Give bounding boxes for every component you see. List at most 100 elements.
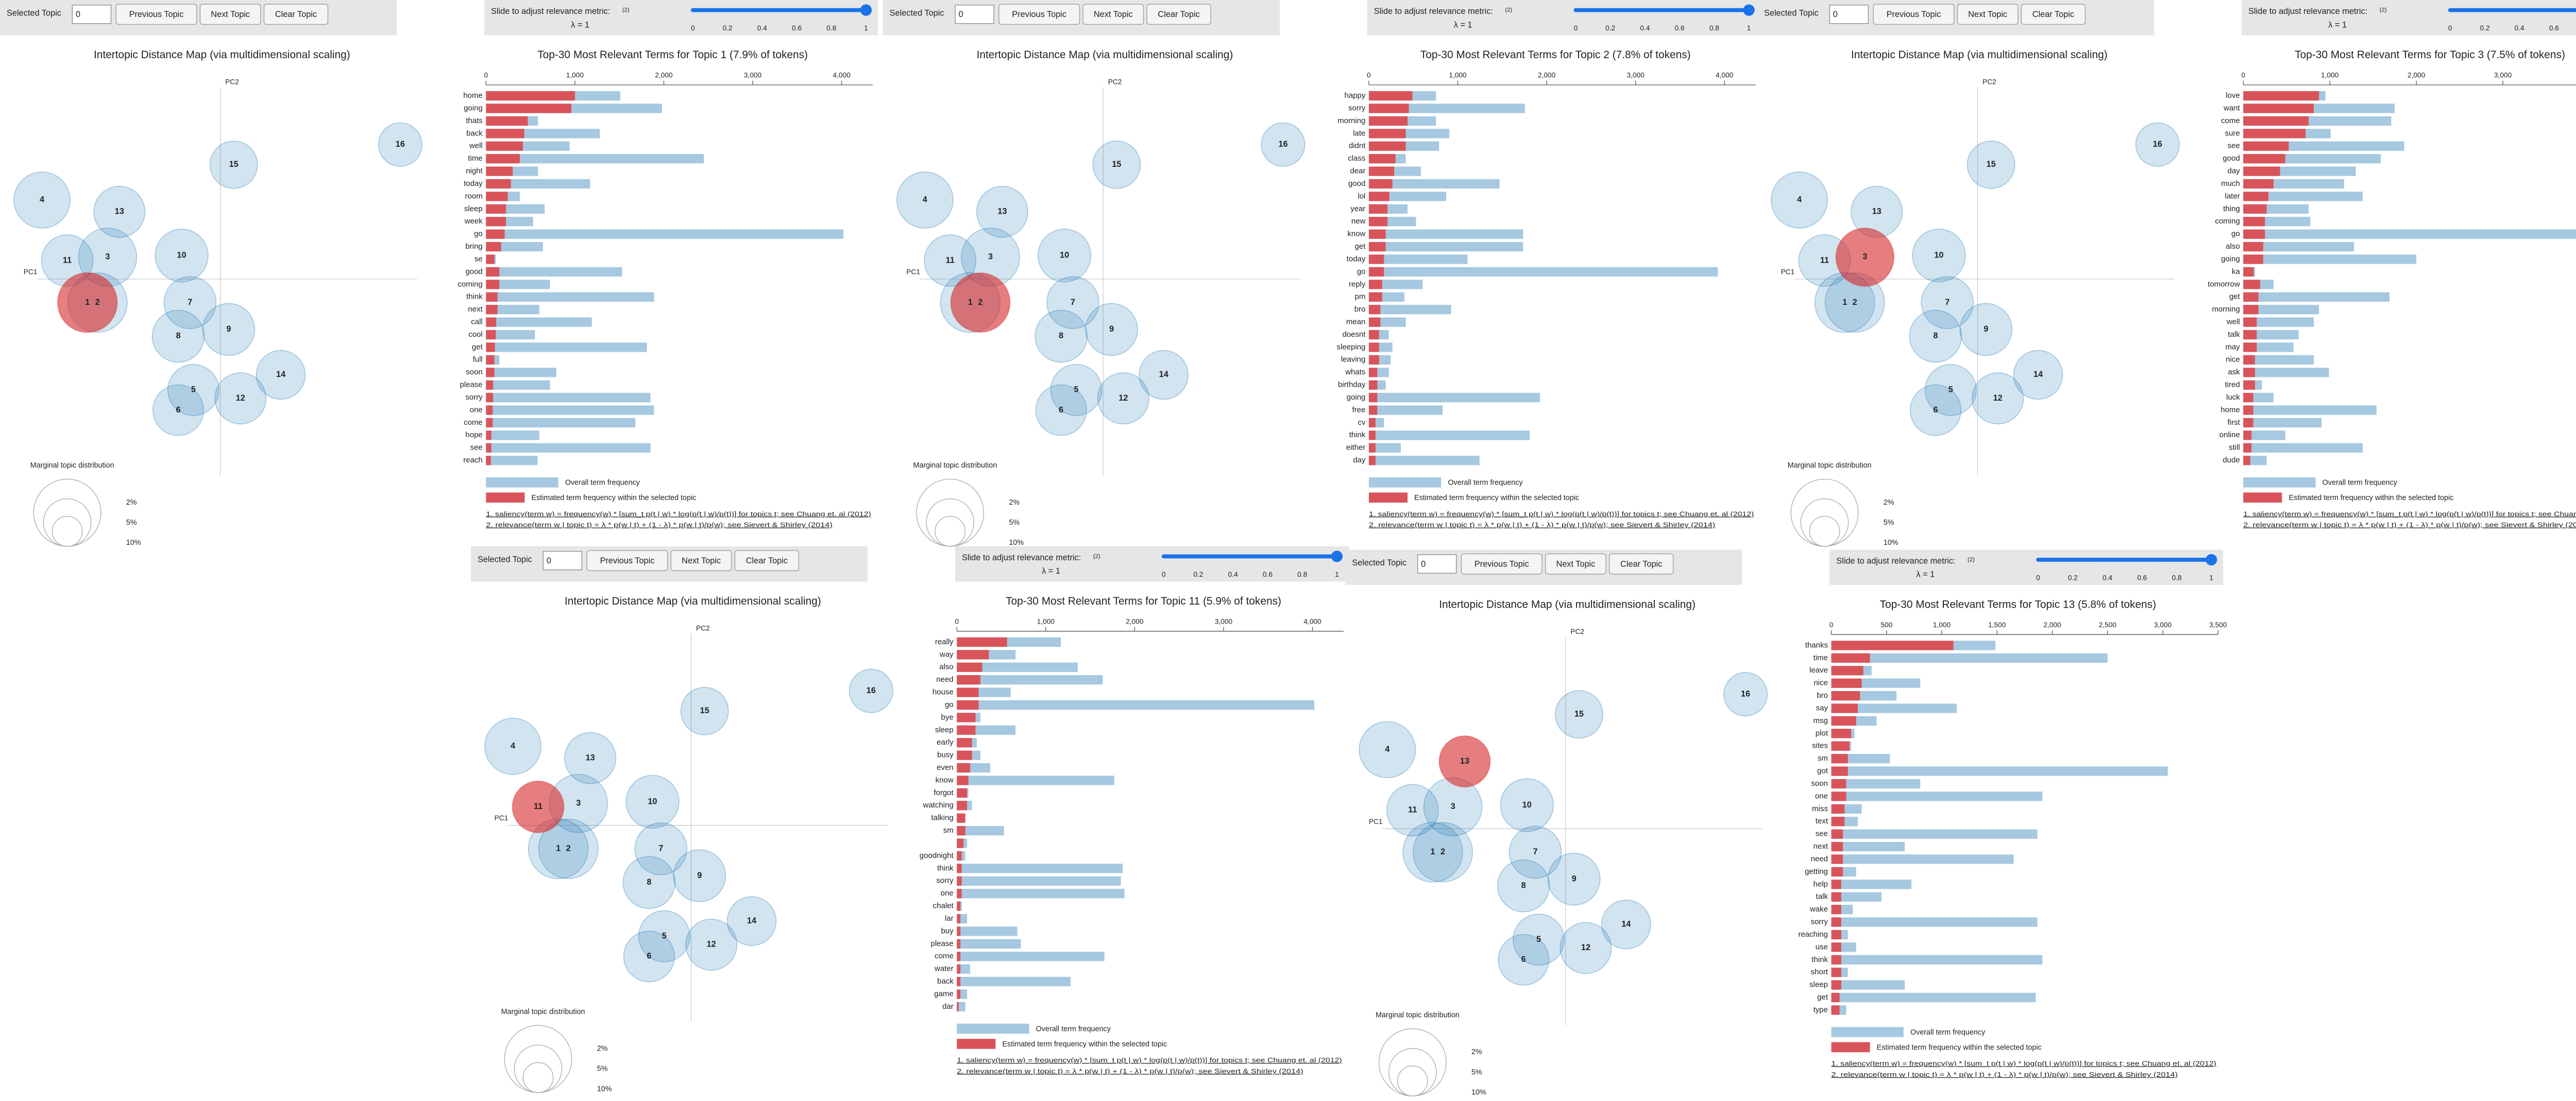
slider-knob[interactable] xyxy=(2206,554,2217,566)
selected-topic-input[interactable] xyxy=(543,550,583,571)
topic-circle[interactable] xyxy=(1085,303,1138,356)
slider-knob[interactable] xyxy=(1743,4,1755,16)
topic-circle[interactable] xyxy=(1413,822,1473,883)
selected-topic-circle[interactable] xyxy=(512,780,565,833)
topic-circle[interactable] xyxy=(152,384,205,436)
topic-circle[interactable] xyxy=(2013,350,2063,400)
footnote[interactable]: 2. relevance(term w | topic t) = λ * p(w… xyxy=(2243,521,2576,528)
topic-circle[interactable] xyxy=(1972,372,2024,425)
topic-button[interactable] xyxy=(115,4,197,25)
topic-circle[interactable] xyxy=(1921,276,1974,329)
topic-button-label[interactable]: Clear Topic xyxy=(1620,559,1662,569)
footnote[interactable]: 1. saliency(term w) = frequency(w) * [su… xyxy=(1832,1060,2216,1068)
topic-circle[interactable] xyxy=(1909,309,1962,363)
slider-knob[interactable] xyxy=(860,4,872,16)
topic-button[interactable] xyxy=(1146,4,1211,25)
topic-circle[interactable] xyxy=(1497,859,1550,913)
topic-button-label[interactable]: Next Topic xyxy=(1094,10,1133,19)
topic-circle[interactable] xyxy=(1050,364,1103,416)
topic-button-label[interactable]: Previous Topic xyxy=(1887,10,1941,19)
topic-circle[interactable] xyxy=(1554,690,1603,739)
topic-circle[interactable] xyxy=(1092,140,1141,189)
topic-button-label[interactable]: Clear Topic xyxy=(2032,10,2074,19)
topic-button[interactable] xyxy=(998,4,1080,25)
selected-topic-circle[interactable] xyxy=(57,272,118,333)
topic-circle[interactable] xyxy=(378,122,422,167)
topic-button[interactable] xyxy=(1545,553,1606,575)
topic-circle[interactable] xyxy=(1909,384,1961,436)
topic-button-label[interactable]: Previous Topic xyxy=(600,556,655,565)
topic-button-label[interactable]: Previous Topic xyxy=(1475,559,1529,569)
topic-circle[interactable] xyxy=(1500,778,1554,832)
topic-circle[interactable] xyxy=(1509,825,1562,879)
selected-topic-value[interactable]: 0 xyxy=(76,10,80,19)
topic-circle[interactable] xyxy=(1924,364,1977,416)
topic-circle[interactable] xyxy=(623,931,675,983)
topic-circle[interactable] xyxy=(151,309,205,363)
selected-topic-input[interactable] xyxy=(1829,5,1869,24)
selected-topic-value[interactable]: 0 xyxy=(1421,559,1426,569)
topic-circle[interactable] xyxy=(680,686,729,735)
topic-circle[interactable] xyxy=(13,171,71,229)
topic-circle[interactable] xyxy=(1035,309,1088,363)
topic-circle[interactable] xyxy=(202,303,256,356)
topic-button-label[interactable]: Clear Topic xyxy=(275,10,317,19)
footnote[interactable]: 2. relevance(term w | topic t) = λ * p(w… xyxy=(1832,1071,2178,1078)
topic-circle[interactable] xyxy=(896,171,954,229)
topic-button-label[interactable]: Clear Topic xyxy=(746,556,788,565)
topic-button[interactable] xyxy=(1461,553,1543,575)
topic-circle[interactable] xyxy=(1046,276,1099,329)
topic-circle[interactable] xyxy=(1498,934,1550,986)
topic-circle[interactable] xyxy=(209,140,258,189)
topic-circle[interactable] xyxy=(622,856,676,909)
topic-button-label[interactable]: Next Topic xyxy=(1968,10,2007,19)
topic-circle[interactable] xyxy=(1547,852,1601,906)
topic-button-label[interactable]: Previous Topic xyxy=(129,10,184,19)
selected-topic-input[interactable] xyxy=(955,5,994,24)
topic-circle[interactable] xyxy=(214,372,267,425)
topic-circle[interactable] xyxy=(1359,721,1416,779)
footnote[interactable]: 1. saliency(term w) = frequency(w) * [su… xyxy=(486,510,871,518)
topic-circle[interactable] xyxy=(976,185,1028,238)
topic-circle[interactable] xyxy=(634,822,688,875)
topic-circle[interactable] xyxy=(1959,303,2013,356)
topic-button[interactable] xyxy=(1082,4,1144,25)
selected-topic-value[interactable]: 0 xyxy=(1833,10,1838,19)
topic-button[interactable] xyxy=(1609,553,1674,575)
selected-topic-circle[interactable] xyxy=(1835,228,1895,287)
topic-circle[interactable] xyxy=(1601,899,1651,950)
slider-knob[interactable] xyxy=(1331,550,1343,562)
topic-circle[interactable] xyxy=(1386,784,1439,837)
topic-button-label[interactable]: Next Topic xyxy=(682,556,721,565)
topic-circle[interactable] xyxy=(685,918,738,971)
topic-circle[interactable] xyxy=(1771,171,1828,229)
topic-circle[interactable] xyxy=(1967,140,2015,189)
topic-button[interactable] xyxy=(586,550,668,571)
topic-circle[interactable] xyxy=(163,276,217,329)
topic-circle[interactable] xyxy=(93,185,146,238)
topic-circle[interactable] xyxy=(1402,822,1463,883)
selected-topic-circle[interactable] xyxy=(1438,735,1491,788)
topic-circle[interactable] xyxy=(924,234,977,287)
footnote[interactable]: 1. saliency(term w) = frequency(w) * [su… xyxy=(1369,510,1754,518)
topic-circle[interactable] xyxy=(564,732,617,784)
topic-circle[interactable] xyxy=(1560,922,1612,974)
topic-button[interactable] xyxy=(1957,4,2019,25)
footnote[interactable]: 2. relevance(term w | topic t) = λ * p(w… xyxy=(486,521,832,528)
selected-topic-input[interactable] xyxy=(1417,554,1457,574)
topic-circle[interactable] xyxy=(1912,228,1966,283)
topic-circle[interactable] xyxy=(638,910,690,962)
footnote[interactable]: 1. saliency(term w) = frequency(w) * [su… xyxy=(957,1056,1342,1064)
topic-button[interactable] xyxy=(1873,4,1955,25)
topic-button[interactable] xyxy=(2021,4,2086,25)
topic-circle[interactable] xyxy=(625,775,680,829)
topic-circle[interactable] xyxy=(2135,122,2180,167)
selected-topic-circle[interactable] xyxy=(950,272,1011,333)
topic-circle[interactable] xyxy=(1035,384,1087,436)
selected-topic-value[interactable]: 0 xyxy=(958,10,963,19)
footnote[interactable]: 2. relevance(term w | topic t) = λ * p(w… xyxy=(1369,521,1715,528)
topic-circle[interactable] xyxy=(167,364,219,416)
topic-button-label[interactable]: Next Topic xyxy=(1556,559,1595,569)
selected-topic-input[interactable] xyxy=(72,5,112,24)
topic-circle[interactable] xyxy=(849,668,893,713)
